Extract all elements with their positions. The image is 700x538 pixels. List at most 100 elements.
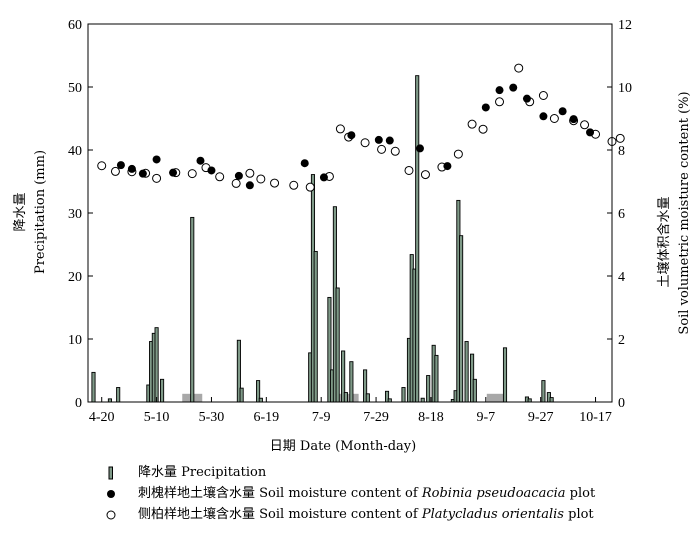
robinia-point-14 bbox=[415, 144, 424, 153]
legend-platycladus-marker bbox=[106, 510, 116, 520]
y-axis-left-title: Precipitation (mm) bbox=[33, 150, 48, 274]
robinia-point-23 bbox=[586, 128, 595, 137]
platycladus-point-24 bbox=[453, 149, 463, 159]
y-left-tick-label-1: 10 bbox=[68, 333, 82, 348]
robinia-point-20 bbox=[539, 112, 548, 121]
legend-robinia-species: Robinia pseudoacacia bbox=[421, 486, 566, 501]
y-right-tick-label-6: 12 bbox=[618, 18, 632, 33]
x-tick-label-9: 10-17 bbox=[579, 410, 612, 425]
legend-platycladus-suffix: plot bbox=[563, 507, 594, 522]
platycladus-point-0 bbox=[97, 161, 107, 171]
robinia-point-9 bbox=[300, 159, 309, 168]
x-tick-label-5: 7-29 bbox=[363, 410, 389, 425]
robinia-point-19 bbox=[522, 94, 531, 103]
precip-bar-24 bbox=[365, 393, 370, 403]
platycladus-point-8 bbox=[215, 172, 225, 182]
moisture-point-layer bbox=[97, 63, 625, 192]
x-tick-label-2: 5-30 bbox=[199, 410, 225, 425]
platycladus-point-20 bbox=[390, 146, 400, 156]
precip-bar-7 bbox=[160, 378, 165, 403]
precip-bar-2 bbox=[116, 387, 121, 403]
legend-robinia-suffix: plot bbox=[565, 486, 596, 501]
platycladus-point-33 bbox=[580, 120, 590, 130]
platycladus-point-10 bbox=[245, 168, 255, 178]
precip-bar-27 bbox=[401, 387, 406, 403]
platycladus-point-21 bbox=[404, 165, 414, 175]
precip-bar-33 bbox=[426, 375, 431, 403]
legend-platycladus-species: Platycladus orientalis bbox=[421, 507, 564, 522]
robinia-point-16 bbox=[481, 103, 490, 112]
gray-bar-2 bbox=[486, 393, 507, 402]
legend-item-robinia: 刺槐样地土壤含水量 Soil moisture content of Robin… bbox=[104, 483, 595, 504]
robinia-point-12 bbox=[374, 135, 383, 144]
y-left-tick-label-4: 40 bbox=[68, 144, 82, 159]
platycladus-point-13 bbox=[289, 180, 299, 190]
precipitation-bar-layer bbox=[91, 75, 554, 403]
robinia-point-22 bbox=[569, 115, 578, 124]
precip-bar-21 bbox=[343, 392, 348, 403]
platycladus-point-18 bbox=[360, 138, 370, 148]
platycladus-point-25 bbox=[467, 119, 477, 129]
robinia-point-1 bbox=[127, 164, 136, 173]
y-left-tick-label-3: 30 bbox=[68, 207, 82, 222]
tick-layer: 0 10 20 30 40 50 60 0 2 4 6 8 10 12 4-20 5-10 5-30 6-19 7-… bbox=[68, 18, 632, 425]
x-tick-label-3: 6-19 bbox=[253, 410, 279, 425]
platycladus-point-9 bbox=[231, 178, 241, 188]
precip-bar-31 bbox=[415, 75, 420, 403]
y-right-tick-label-5: 10 bbox=[618, 81, 632, 96]
legend-platycladus-prefix: 侧柏样地土壤含水量 Soil moisture content of bbox=[138, 507, 422, 522]
y-right-tick-label-3: 6 bbox=[618, 207, 625, 222]
robinia-point-8 bbox=[245, 181, 254, 190]
y-right-tick-label-2: 4 bbox=[618, 270, 625, 285]
chart-svg: 0 10 20 30 40 50 60 0 2 4 6 8 10 12 4-20 5-10 5-30 6-19 7-… bbox=[13, 18, 692, 454]
precip-bar-0 bbox=[91, 371, 96, 403]
y-left-tick-label-2: 20 bbox=[68, 270, 82, 285]
y-right-tick-label-0: 0 bbox=[618, 396, 625, 411]
robinia-point-10 bbox=[319, 173, 328, 182]
robinia-point-4 bbox=[169, 168, 178, 177]
precip-bar-42 bbox=[472, 378, 477, 403]
precip-bar-15 bbox=[313, 250, 318, 403]
platycladus-point-1 bbox=[110, 166, 120, 176]
robinia-point-18 bbox=[509, 83, 518, 92]
x-tick-label-4: 7-9 bbox=[312, 410, 331, 425]
platycladus-point-14 bbox=[305, 182, 315, 192]
precip-bar-40 bbox=[464, 341, 469, 403]
precip-bar-39 bbox=[459, 235, 464, 403]
precip-bar-46 bbox=[541, 380, 546, 403]
robinia-point-21 bbox=[558, 107, 567, 116]
legend-robinia-marker bbox=[107, 490, 115, 498]
platycladus-point-26 bbox=[478, 124, 488, 134]
y-left-tick-label-5: 50 bbox=[68, 81, 82, 96]
platycladus-point-16 bbox=[335, 124, 345, 134]
platycladus-point-19 bbox=[377, 144, 387, 154]
robinia-point-6 bbox=[207, 166, 216, 175]
precip-bar-35 bbox=[434, 354, 439, 403]
robinia-point-11 bbox=[347, 131, 356, 140]
y-left-tick-label-6: 60 bbox=[68, 18, 82, 33]
legend-precip-label: 降水量 Precipitation bbox=[138, 465, 267, 480]
precip-bar-8 bbox=[190, 216, 195, 403]
robinia-point-17 bbox=[495, 86, 504, 95]
robinia-point-3 bbox=[152, 155, 161, 164]
y-right-tick-label-1: 2 bbox=[618, 333, 625, 348]
platycladus-point-4 bbox=[152, 173, 162, 183]
robinia-point-15 bbox=[443, 162, 452, 171]
robinia-point-2 bbox=[138, 169, 147, 178]
platycladus-point-6 bbox=[187, 169, 197, 179]
legend-item-precipitation: 降水量 Precipitation bbox=[104, 462, 595, 483]
precip-bar-32 bbox=[420, 397, 425, 403]
x-tick-label-7: 9-7 bbox=[476, 410, 495, 425]
precip-bar-43 bbox=[502, 347, 508, 403]
precip-bar-12 bbox=[258, 397, 263, 403]
x-tick-label-0: 4-20 bbox=[89, 410, 115, 425]
platycladus-point-12 bbox=[270, 178, 280, 188]
y-left-tick-label-0: 0 bbox=[75, 396, 82, 411]
platycladus-point-11 bbox=[256, 174, 266, 184]
y-axis-right-title-zh: 土壤体积含水量 bbox=[656, 196, 672, 287]
legend: 降水量 Precipitation 刺槐样地土壤含水量 Soil moistur… bbox=[104, 462, 595, 525]
platycladus-point-22 bbox=[420, 170, 430, 180]
platycladus-point-31 bbox=[549, 114, 559, 123]
precip-bar-48 bbox=[549, 397, 554, 403]
legend-robinia-prefix: 刺槐样地土壤含水量 Soil moisture content of bbox=[138, 486, 422, 501]
